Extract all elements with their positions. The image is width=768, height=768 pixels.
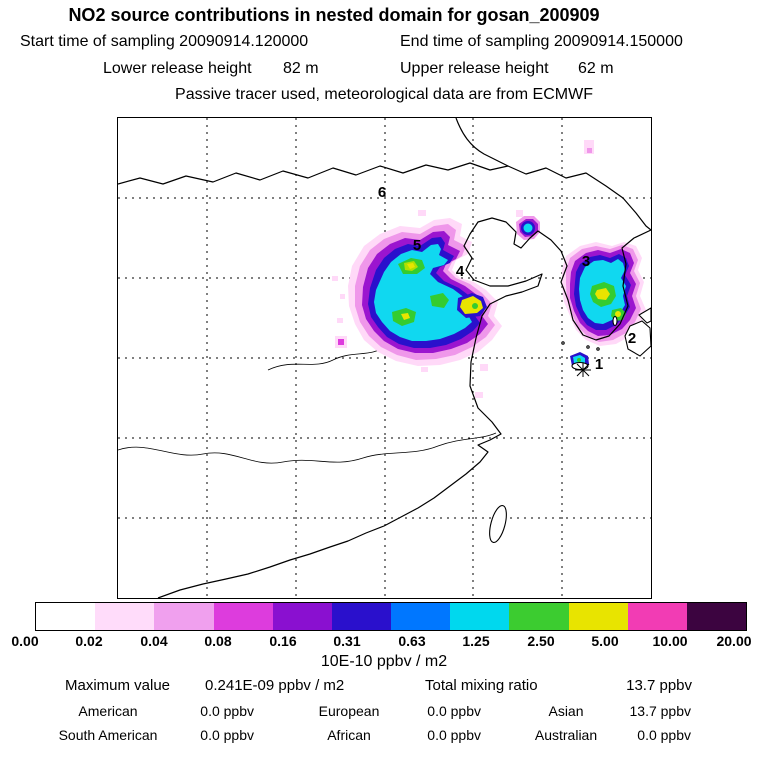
region-label-south-american: South American bbox=[58, 727, 158, 743]
region-label-african: African bbox=[327, 727, 371, 743]
total-mixing-value: 13.7 ppbv bbox=[626, 677, 692, 694]
total-mixing-label: Total mixing ratio bbox=[425, 677, 538, 694]
tsushima-island bbox=[612, 315, 618, 327]
colorbar-unit: 10E-10 ppbv / m2 bbox=[320, 653, 448, 670]
colorbar-tick: 0.00 bbox=[11, 633, 39, 649]
colorbar-tick: 1.25 bbox=[462, 633, 490, 649]
coastline bbox=[118, 118, 651, 598]
jeju-island bbox=[571, 361, 589, 371]
colorbar-seg-2 bbox=[154, 603, 214, 630]
honshu-tip bbox=[638, 307, 651, 324]
border-line-north bbox=[455, 118, 509, 167]
region-value-asian: 13.7 ppbv bbox=[629, 703, 692, 719]
region-value-african: 0.0 ppbv bbox=[427, 727, 481, 743]
colorbar-tick: 2.50 bbox=[527, 633, 555, 649]
colorbar-tick: 0.16 bbox=[269, 633, 297, 649]
colorbar-seg-5 bbox=[331, 603, 392, 630]
receptor-star-icon bbox=[575, 363, 591, 377]
region-value-australian: 0.0 ppbv bbox=[637, 727, 691, 743]
colorbar-seg-4 bbox=[272, 603, 332, 630]
border-line bbox=[118, 162, 651, 231]
release-marker-5: 5 bbox=[413, 237, 421, 254]
colorbar bbox=[35, 602, 747, 631]
kyushu-island bbox=[624, 320, 651, 357]
region-value-american: 0.0 ppbv bbox=[200, 703, 254, 719]
map-canvas: 1 2 3 4 5 6 bbox=[118, 118, 651, 598]
colorbar-seg-1 bbox=[95, 603, 155, 630]
region-label-australian: Australian bbox=[534, 727, 598, 743]
plume-north-blob bbox=[516, 216, 540, 240]
max-value: 0.241E-09 ppbv / m2 bbox=[205, 677, 345, 694]
lower-release-value: 82 m bbox=[283, 60, 319, 77]
max-value-label: Maximum value bbox=[65, 677, 171, 694]
lower-release-label: Lower release height bbox=[103, 60, 252, 77]
plume-china bbox=[348, 218, 502, 366]
region-label-asian: Asian bbox=[548, 703, 584, 719]
release-marker-1: 1 bbox=[595, 356, 603, 373]
map-panel: 1 2 3 4 5 6 bbox=[117, 117, 652, 599]
region-label-european: European bbox=[318, 703, 380, 719]
colorbar-seg-6 bbox=[391, 603, 451, 630]
colorbar-seg-3 bbox=[213, 603, 273, 630]
tracer-note: Passive tracer used, meteorological data… bbox=[175, 86, 593, 103]
upper-release-value: 62 m bbox=[578, 60, 614, 77]
taiwan-island bbox=[489, 505, 507, 543]
colorbar-seg-10 bbox=[627, 603, 687, 630]
colorbar-seg-7 bbox=[450, 603, 510, 630]
release-marker-4: 4 bbox=[456, 263, 465, 280]
figure-title: NO2 source contributions in nested domai… bbox=[68, 5, 600, 25]
colorbar-seg-0 bbox=[36, 603, 96, 630]
sampling-start-text: Start time of sampling 20090914.120000 bbox=[20, 33, 309, 50]
colorbar-tick: 20.00 bbox=[716, 633, 752, 649]
islands bbox=[489, 307, 651, 543]
colorbar-tick: 0.63 bbox=[398, 633, 426, 649]
colorbar-tick: 5.00 bbox=[591, 633, 619, 649]
sampling-end-text: End time of sampling 20090914.150000 bbox=[400, 33, 683, 50]
colorbar-seg-9 bbox=[568, 603, 628, 630]
region-value-south-american: 0.0 ppbv bbox=[200, 727, 254, 743]
release-marker-3: 3 bbox=[582, 253, 590, 270]
release-marker-2: 2 bbox=[628, 330, 636, 347]
colorbar-tick: 0.31 bbox=[333, 633, 361, 649]
plume-shandong-blob bbox=[457, 293, 487, 318]
colorbar-seg-8 bbox=[509, 603, 569, 630]
colorbar-seg-11 bbox=[686, 603, 747, 630]
colorbar-tick: 0.04 bbox=[140, 633, 168, 649]
colorbar-tick: 0.02 bbox=[75, 633, 103, 649]
pale-speckles bbox=[332, 140, 594, 398]
region-label-american: American bbox=[78, 703, 138, 719]
colorbar-tick: 10.00 bbox=[652, 633, 688, 649]
upper-release-label: Upper release height bbox=[400, 60, 549, 77]
region-value-european: 0.0 ppbv bbox=[427, 703, 481, 719]
colorbar-tick: 0.08 bbox=[204, 633, 232, 649]
release-marker-6: 6 bbox=[378, 184, 386, 201]
